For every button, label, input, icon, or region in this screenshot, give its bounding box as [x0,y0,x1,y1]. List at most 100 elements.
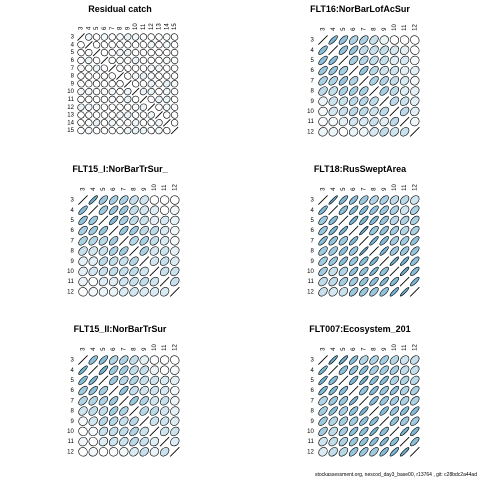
correlation-ellipse [163,126,171,135]
row-age-label: 3 [70,358,74,364]
correlation-panel: FLT16:NorBarLofAcSur33445566778899101011… [307,4,420,137]
correlation-ellipse [147,126,155,135]
diagonal-mark [139,416,150,427]
correlation-ellipse [328,287,338,297]
correlation-ellipse [108,87,116,96]
diagonal-mark [318,35,328,45]
correlation-ellipse [163,95,171,104]
correlation-ellipse [77,119,85,127]
correlation-ellipse [348,256,359,266]
diagonal-mark [147,103,156,112]
row-age-label: 9 [70,419,74,425]
column-age-label: 3 [79,26,85,30]
correlation-ellipse [369,266,379,277]
row-age-label: 10 [307,109,314,115]
correlation-ellipse [147,87,155,96]
correlation-ellipse [98,287,109,297]
row-age-label: 9 [310,259,314,265]
correlation-ellipse [318,256,328,266]
correlation-ellipse [108,375,119,386]
correlation-ellipse [389,385,400,396]
correlation-ellipse [369,96,379,106]
correlation-ellipse [399,76,410,86]
correlation-ellipse [163,80,171,88]
correlation-ellipse [108,48,116,57]
column-age-label: 4 [331,187,337,191]
row-age-label: 7 [310,78,314,84]
diagonal-mark [328,45,339,56]
correlation-ellipse [379,225,389,236]
correlation-ellipse [116,48,124,57]
column-age-label: 5 [101,347,107,351]
correlation-ellipse [98,256,109,266]
correlation-ellipse [139,87,148,96]
correlation-ellipse [163,41,171,49]
correlation-ellipse [348,127,359,137]
correlation-ellipse [318,447,328,457]
diagonal-mark [108,385,119,396]
correlation-ellipse [85,48,93,57]
correlation-ellipse [399,396,410,406]
correlation-ellipse [159,355,170,365]
correlation-ellipse [88,246,98,256]
correlation-ellipse [170,41,179,49]
correlation-ellipse [108,396,119,406]
correlation-ellipse [338,355,349,365]
correlation-ellipse [328,276,338,287]
row-age-label: 3 [71,35,75,41]
row-age-label: 12 [307,129,314,135]
correlation-ellipse [359,55,369,66]
diagonal-mark [409,126,420,137]
correlation-panel: Residual catch33445566778899101011111212… [67,4,179,135]
correlation-ellipse [159,236,170,246]
correlation-ellipse [359,406,369,416]
correlation-ellipse [379,86,389,96]
correlation-ellipse [119,436,129,447]
correlation-ellipse [78,205,88,215]
correlation-ellipse [348,205,359,215]
correlation-ellipse [379,365,389,375]
correlation-ellipse [170,195,180,205]
correlation-ellipse [116,103,124,111]
correlation-ellipse [359,416,369,426]
column-age-label: 6 [111,347,117,351]
correlation-ellipse [369,45,379,55]
correlation-ellipse [119,385,129,396]
correlation-ellipse [348,236,359,246]
row-age-label: 6 [71,58,75,64]
correlation-ellipse [170,72,179,80]
correlation-ellipse [318,45,328,55]
correlation-ellipse [92,33,101,41]
row-age-label: 6 [70,228,74,234]
correlation-ellipse [88,256,98,266]
row-age-label: 12 [67,105,74,111]
correlation-ellipse [348,195,359,205]
row-age-label: 7 [70,398,74,404]
row-age-label: 12 [67,449,74,455]
correlation-ellipse [131,56,140,65]
correlation-ellipse [410,375,420,386]
correlation-ellipse [155,80,163,88]
correlation-ellipse [163,33,171,41]
panel-title: FLT15_II:NorBarTrSur [74,324,167,334]
correlation-ellipse [348,45,359,55]
correlation-ellipse [170,215,180,226]
correlation-ellipse [318,426,328,437]
correlation-ellipse [389,225,400,236]
correlation-ellipse [318,86,328,96]
correlation-ellipse [163,111,171,119]
correlation-ellipse [147,95,155,104]
correlation-ellipse [328,406,338,416]
correlation-ellipse [78,426,88,437]
column-age-label: 15 [172,23,178,30]
correlation-ellipse [131,33,140,41]
correlation-ellipse [129,215,139,226]
correlation-ellipse [399,205,410,215]
row-age-label: 8 [70,249,74,255]
diagonal-mark [129,406,139,416]
correlation-ellipse [78,236,88,246]
correlation-ellipse [348,396,359,406]
column-age-label: 5 [341,27,347,31]
correlation-ellipse [139,64,148,72]
